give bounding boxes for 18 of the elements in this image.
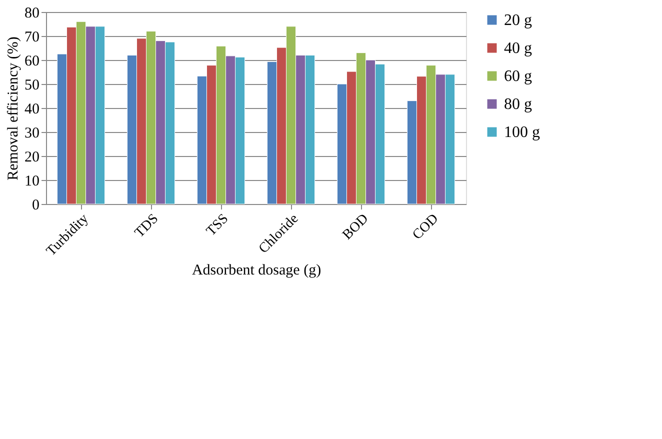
y-tick-label: 70 — [24, 30, 40, 46]
y-axis-title: Removal efficiency (%) — [6, 36, 22, 180]
x-tick-label: TSS — [204, 212, 232, 240]
y-tick-label: 50 — [24, 78, 40, 94]
legend-label: 20 g — [504, 12, 532, 29]
legend-label: 60 g — [504, 68, 532, 85]
y-tick-label: 20 — [24, 150, 40, 166]
y-tick-label: 10 — [24, 174, 40, 190]
legend-label: 100 g — [504, 124, 540, 141]
legend-label: 80 g — [504, 96, 532, 113]
y-tick-label: 30 — [24, 126, 40, 142]
x-axis-title: Adsorbent dosage (g) — [192, 262, 322, 278]
y-tick-label: 0 — [32, 198, 40, 214]
x-tick-label: TDS — [132, 212, 162, 241]
y-tick-label: 60 — [24, 54, 40, 70]
y-tick-label: 40 — [24, 102, 40, 118]
legend-label: 40 g — [504, 40, 532, 57]
y-tick-label: 80 — [24, 6, 40, 22]
